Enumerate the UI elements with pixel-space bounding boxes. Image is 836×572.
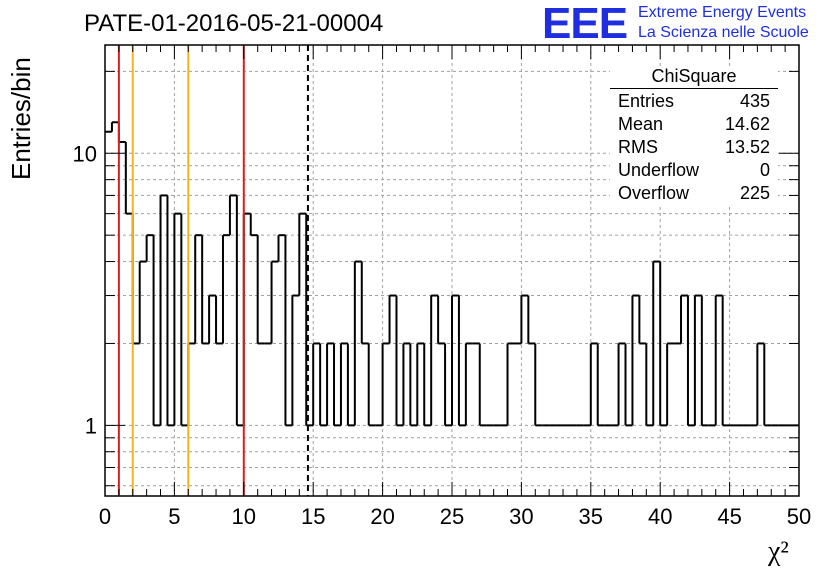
x-tick-label: 35: [579, 504, 603, 529]
x-tick-label: 20: [370, 504, 394, 529]
stats-value: 0: [759, 160, 770, 180]
stats-label: RMS: [618, 137, 658, 157]
stats-label: Overflow: [618, 183, 690, 203]
reference-lines: [117, 45, 309, 496]
stats-label: Underflow: [618, 160, 700, 180]
stats-row: RMS 13.52: [610, 136, 778, 159]
stats-row: Mean 14.62: [610, 113, 778, 136]
histogram-bars: [105, 121, 799, 427]
stats-title: ChiSquare: [610, 66, 778, 89]
eee-logo: EEE: [542, 0, 628, 48]
x-tick-label: 40: [648, 504, 672, 529]
y-tick-label: 10: [73, 141, 97, 166]
stats-box: ChiSquare Entries 435 Mean 14.62 RMS 13.52 …: [610, 66, 778, 205]
x-tick-label: 10: [232, 504, 256, 529]
stats-value: 13.52: [724, 137, 770, 157]
stats-label: Mean: [618, 114, 664, 134]
axes: 0 5 10 15 20 25 30 35 40 45 50 1 10: [73, 44, 811, 529]
stats-row: Overflow 225: [610, 182, 778, 205]
stats-value: 14.62: [724, 114, 770, 134]
stats-row: Underflow 0: [610, 159, 778, 182]
x-tick-label: 5: [168, 504, 180, 529]
y-tick-label: 1: [85, 413, 97, 438]
x-tick-label: 30: [509, 504, 533, 529]
x-tick-label: 45: [717, 504, 741, 529]
stats-value: 435: [739, 91, 770, 111]
x-tick-label: 15: [301, 504, 325, 529]
x-tick-label: 50: [787, 504, 811, 529]
stats-label: Entries: [618, 91, 675, 111]
x-tick-label: 25: [440, 504, 464, 529]
logo-line-1: Extreme Energy Events: [638, 4, 807, 21]
y-axis-label: Entries/bin: [6, 57, 36, 180]
chart-title: PATE-01-2016-05-21-00004: [84, 10, 384, 37]
logo-line-2: La Scienza nelle Scuole: [638, 24, 809, 41]
x-axis-label: χ²: [768, 536, 789, 567]
stats-value: 225: [739, 183, 770, 203]
x-tick-label: 0: [99, 504, 111, 529]
stats-row: Entries 435: [610, 90, 778, 113]
